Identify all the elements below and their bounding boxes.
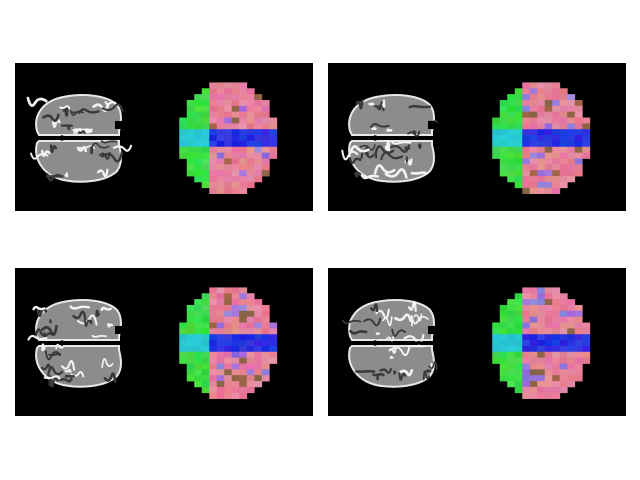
panel-graphic [341,82,591,194]
brain-panel-top-left [15,63,313,211]
brain-panel-bottom-right [328,268,626,416]
color-parcellation-map [179,82,278,194]
anatomical-slice [26,94,133,183]
lower-hemisphere [348,345,435,388]
brain-panel-bottom-left [15,268,313,416]
anatomical-slice [341,94,438,183]
panel-graphic [341,287,591,399]
panel-graphic [26,82,278,194]
anatomical-slice [27,299,122,388]
brain-panel-top-right [328,63,626,211]
lower-hemisphere [348,140,435,183]
anatomical-slice [341,299,438,388]
color-parcellation-map [492,82,591,194]
color-parcellation-map [492,287,591,399]
color-parcellation-map [179,287,278,399]
panel-graphic [27,287,278,399]
